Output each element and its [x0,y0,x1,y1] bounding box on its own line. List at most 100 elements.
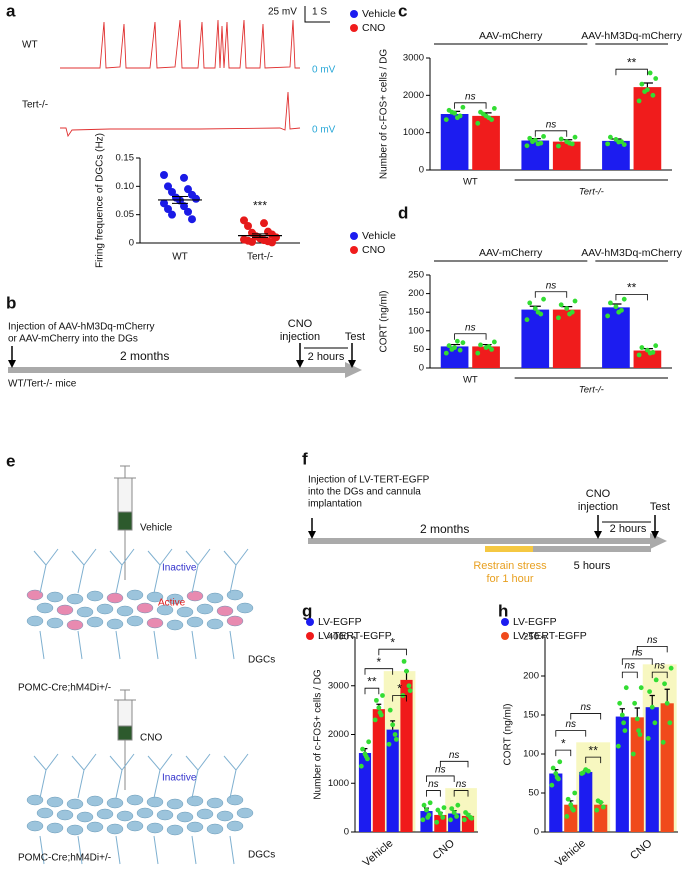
point [667,720,673,726]
cell [66,593,84,605]
point [425,814,431,820]
point [564,814,570,819]
x-label: Tert-/- [579,385,604,396]
point [660,739,666,745]
point [184,207,192,216]
point [240,216,248,225]
point [460,104,466,110]
cell [156,604,174,616]
end: Test [345,331,365,343]
point [377,710,383,715]
point [443,350,449,356]
point [607,300,613,306]
group-header: AAV-mCherry [479,30,543,42]
bar [400,679,413,832]
point [647,350,653,356]
zero-label: 0 mV [312,65,336,76]
y-tick-label: 200 [408,288,424,299]
drug: Vehicle [140,523,173,534]
dendrite [223,548,249,660]
dendrite [185,548,211,660]
legend-label: Vehicle [362,8,396,20]
point [478,342,483,348]
point [636,352,642,358]
bracket [636,645,668,653]
diagram-e [26,465,254,865]
point [553,771,559,776]
point [595,798,601,804]
point [565,796,571,802]
point [572,134,578,140]
point [527,300,533,306]
significance: ns [565,719,576,730]
legend-label: LV-EGFP [513,616,557,628]
point [244,222,252,230]
cell [176,811,194,823]
duration: 2 months [420,522,469,536]
y-axis-label: Number of c-FOS+ cells / DG [379,49,390,180]
point [647,70,653,76]
duration: 2 months [120,349,169,363]
scale-label: 1 S [312,7,327,18]
panel-label: c [398,1,407,20]
point [535,141,541,147]
point [424,807,429,813]
timeline-text: Injection of LV-TERT-EGFP [308,475,430,486]
trace-label: WT [22,40,38,51]
point [613,304,619,310]
y-tick-label: 250 [408,270,424,281]
group-header: AAV-hM3Dq-mCherry [581,247,682,259]
bracket [615,293,648,301]
cell [206,797,224,809]
legend-marker [350,10,358,18]
point [160,199,168,208]
timeline-text: Injection of AAV-hM3Dq-mCherry [8,322,155,333]
significance: ns [428,779,439,790]
point [486,344,492,349]
cell [186,616,204,628]
end: Test [650,501,670,513]
bar [630,717,644,832]
dendrite [33,548,59,660]
mouse: POMC-Cre;hM4Di+/- [18,853,111,864]
cell [186,821,204,833]
wait: 2 hours [308,351,345,363]
y-tick-label: 0 [534,827,539,838]
point [449,347,455,352]
point [260,219,268,228]
bar [579,771,593,832]
bracket [378,648,407,656]
point [358,763,364,769]
significance: * [397,682,402,696]
point [421,802,427,808]
group-header: AAV-mCherry [479,247,543,259]
point [168,188,176,196]
point [372,717,378,723]
panel-label: f [302,449,308,468]
cell [166,593,184,605]
cell [236,807,254,819]
event: injection [280,331,320,343]
cell [116,605,134,617]
cell [196,808,214,820]
x-tick-label: Vehicle [553,837,588,869]
bracket [534,291,568,298]
significance: * [561,736,566,750]
point [535,309,541,315]
event: CNO [586,488,611,500]
point [180,202,188,211]
point [386,741,392,747]
dendrite [147,753,173,865]
dendrite [71,548,97,660]
y-tick-label: 100 [408,325,424,336]
point [363,754,369,759]
significance: ns [456,779,467,790]
point [617,700,623,706]
bracket [615,68,648,76]
y-tick-label: 0.10 [116,181,135,192]
scale-bar [304,6,330,23]
zero-label: 0 mV [312,125,336,136]
stress: for 1 hour [486,573,533,585]
y-tick-label: 200 [523,671,539,682]
